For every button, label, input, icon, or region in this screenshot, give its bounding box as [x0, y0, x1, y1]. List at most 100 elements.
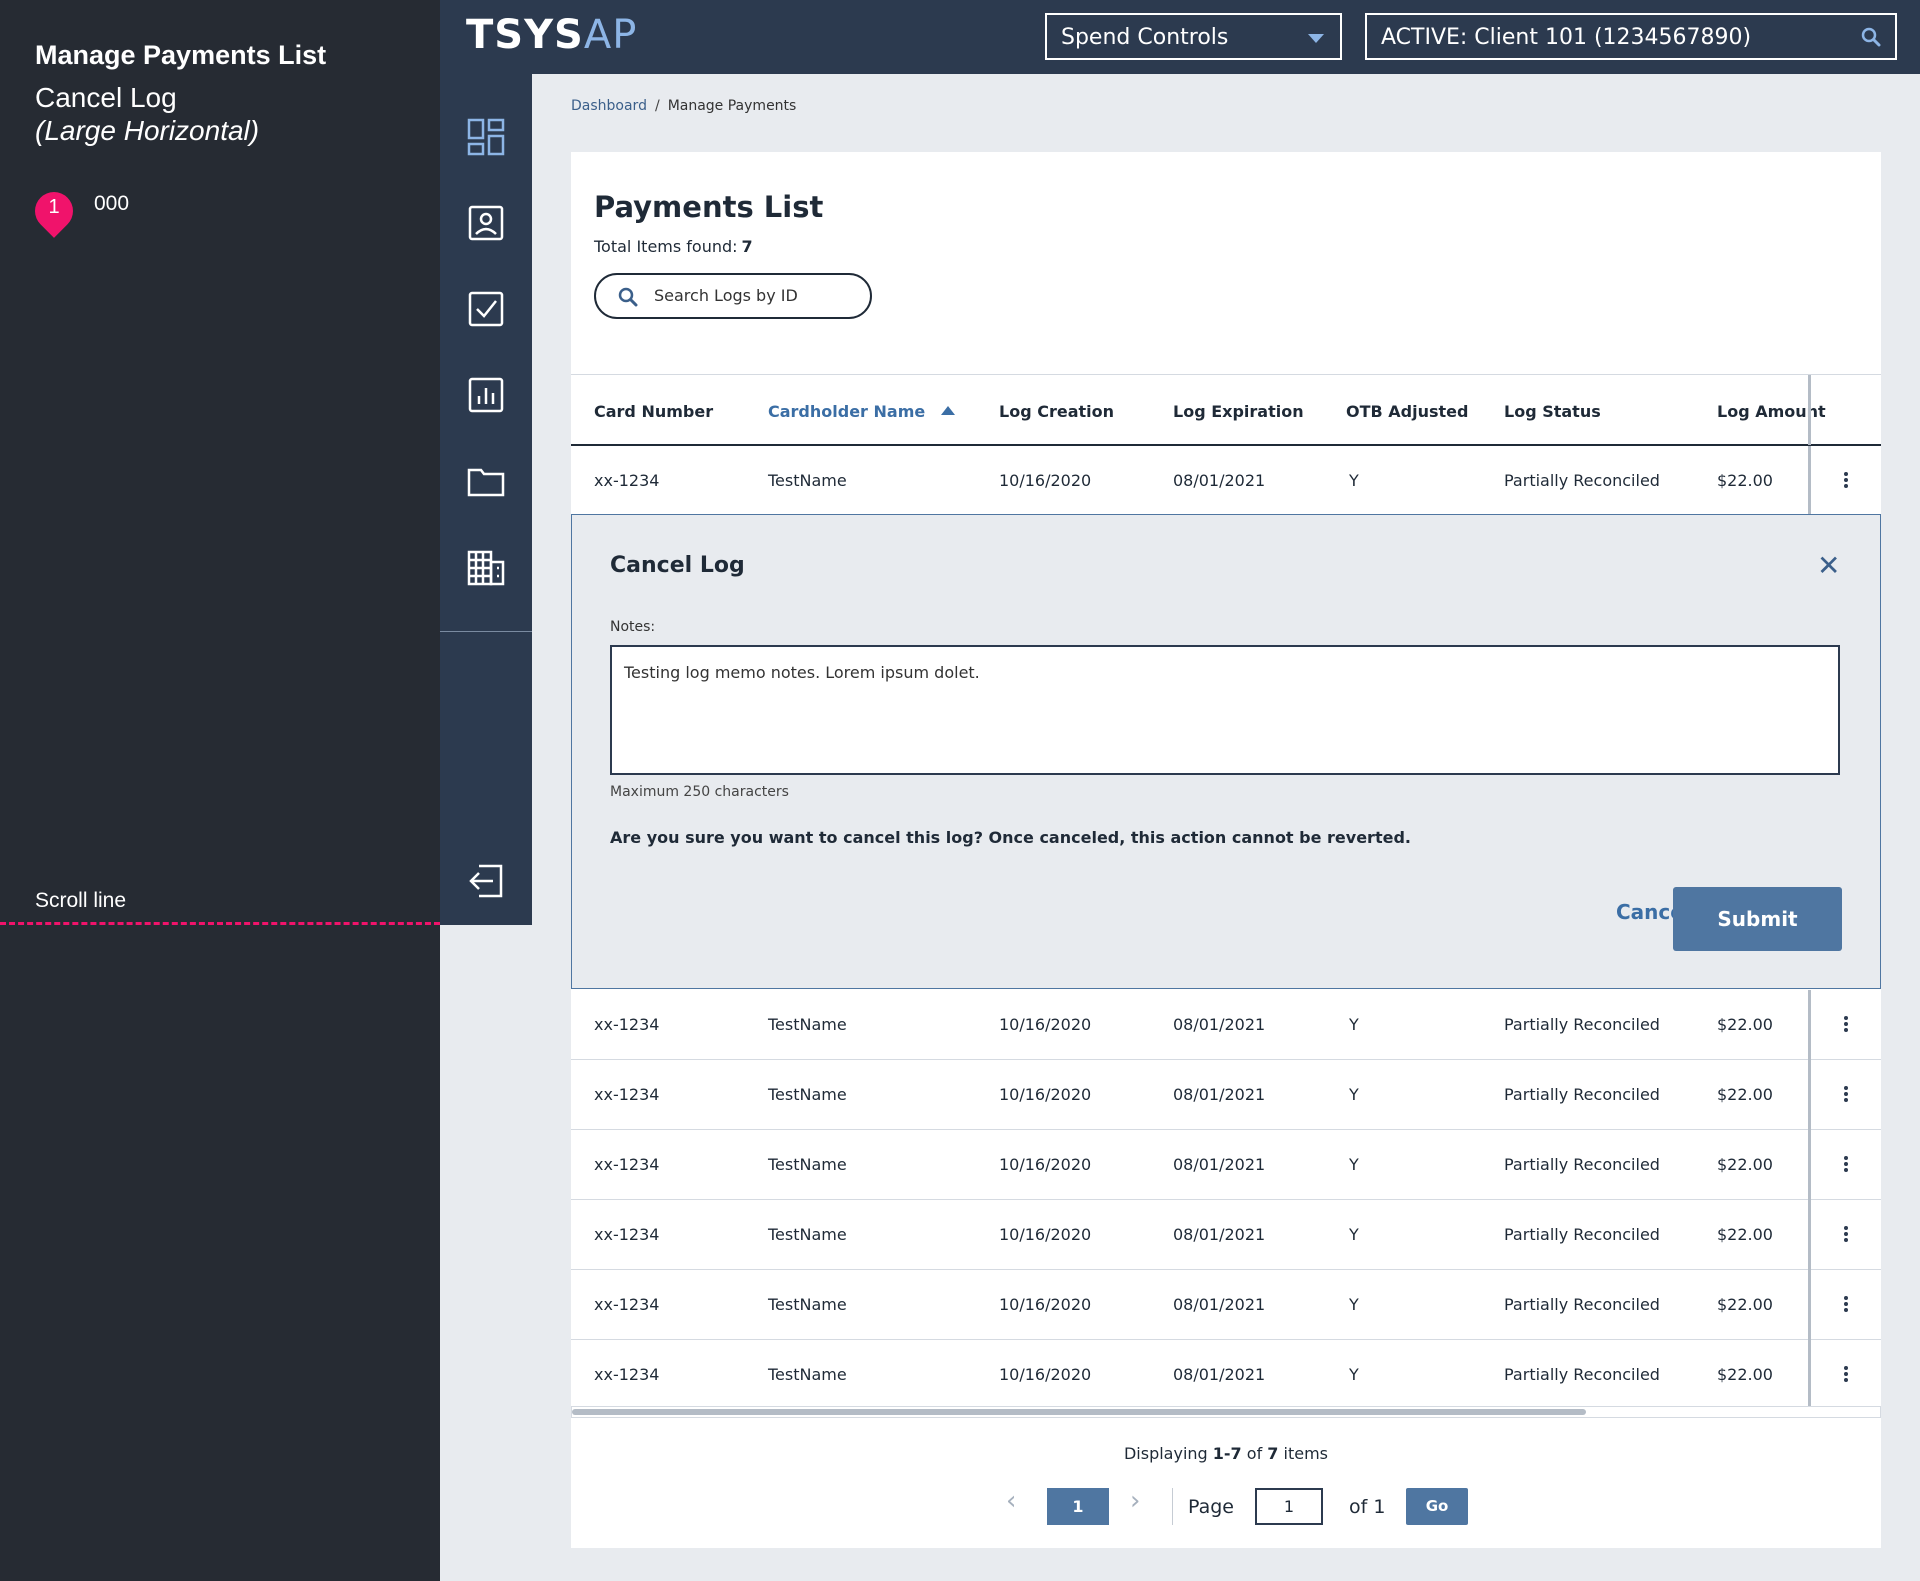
scrollbar-thumb[interactable]	[572, 1409, 1586, 1415]
table-cell: $22.00	[1717, 1365, 1773, 1384]
module-select-value: Spend Controls	[1061, 25, 1229, 50]
more-vertical-icon[interactable]	[1841, 1364, 1851, 1386]
logo-accent: AP	[583, 12, 638, 58]
chevron-right-icon[interactable]: ›	[1130, 1486, 1141, 1516]
breadcrumb: Dashboard / Manage Payments	[571, 98, 796, 114]
table-cell: xx-1234	[594, 1015, 660, 1034]
table-cell: TestName	[768, 1015, 847, 1034]
table-cell: $22.00	[1717, 471, 1773, 490]
logo-main: TSYS	[466, 12, 584, 58]
sticky-column-divider	[1808, 1270, 1811, 1340]
breadcrumb-separator: /	[654, 98, 660, 114]
table-cell: xx-1234	[594, 1225, 660, 1244]
total-items: Total Items found: 7	[594, 237, 753, 256]
client-search[interactable]: ACTIVE: Client 101 (1234567890)	[1365, 13, 1897, 60]
table-cell: Partially Reconciled	[1504, 1085, 1660, 1104]
table-row[interactable]: xx-1234 TestName 10/16/2020 08/01/2021 Y Part…	[571, 446, 1881, 516]
table-cell: 10/16/2020	[999, 1295, 1092, 1314]
module-select[interactable]: Spend Controls	[1045, 13, 1342, 60]
search-logs-input[interactable]: Search Logs by ID	[594, 273, 872, 319]
table-cell: 10/16/2020	[999, 1225, 1092, 1244]
chevron-left-icon[interactable]: ‹	[1006, 1486, 1017, 1516]
table-cell: TestName	[768, 471, 847, 490]
table-cell: TestName	[768, 1085, 847, 1104]
pagination-divider	[1172, 1488, 1173, 1525]
sticky-column-divider	[1808, 375, 1811, 445]
table-row[interactable]: xx-1234 TestName 10/16/2020 08/01/2021 Y Part…	[571, 1060, 1881, 1130]
column-header-log-amount[interactable]: Log Amount	[1717, 402, 1826, 421]
breadcrumb-dashboard-link[interactable]: Dashboard	[571, 98, 647, 114]
table-row[interactable]: xx-1234 TestName 10/16/2020 08/01/2021 Y Part…	[571, 1270, 1881, 1340]
table-cell: Partially Reconciled	[1504, 1365, 1660, 1384]
horizontal-scrollbar[interactable]	[571, 1406, 1881, 1418]
column-header-log-creation[interactable]: Log Creation	[999, 402, 1115, 421]
more-vertical-icon[interactable]	[1841, 1014, 1851, 1036]
column-header-cardholder-name[interactable]: Cardholder Name	[768, 402, 956, 421]
client-search-value: ACTIVE: Client 101 (1234567890)	[1381, 25, 1752, 50]
scroll-line-label: Scroll line	[35, 889, 127, 912]
table-cell: 08/01/2021	[1173, 1155, 1266, 1174]
logout-icon[interactable]	[465, 860, 507, 902]
column-header-card-number[interactable]: Card Number	[594, 402, 714, 421]
more-vertical-icon[interactable]	[1841, 1294, 1851, 1316]
annotation-panel: Manage Payments List Cancel Log (Large H…	[0, 0, 440, 1581]
page-number-button[interactable]: 1	[1047, 1488, 1109, 1525]
pagination-info: Displaying 1-7 of 7 items	[571, 1444, 1881, 1463]
table-row[interactable]: xx-1234 TestName 10/16/2020 08/01/2021 Y Part…	[571, 1200, 1881, 1270]
report-chart-icon[interactable]	[465, 374, 507, 416]
search-icon	[618, 287, 638, 311]
app-logo[interactable]: TSYSAP	[466, 12, 637, 58]
table-row[interactable]: xx-1234 TestName 10/16/2020 08/01/2021 Y Part…	[571, 1340, 1881, 1410]
pagination-of: of	[1246, 1444, 1263, 1463]
table-cell: 08/01/2021	[1173, 1225, 1266, 1244]
contact-card-icon[interactable]	[465, 202, 507, 244]
column-header-label: Cardholder Name	[768, 402, 926, 421]
table-cell: $22.00	[1717, 1225, 1773, 1244]
more-vertical-icon[interactable]	[1841, 1154, 1851, 1176]
annotation-subtitle: Cancel Log	[35, 82, 177, 113]
total-items-value: 7	[741, 237, 753, 256]
table-cell: 08/01/2021	[1173, 1085, 1266, 1104]
more-vertical-icon[interactable]	[1841, 1084, 1851, 1106]
annotation-title: Manage Payments List	[35, 40, 327, 70]
go-button[interactable]: Go	[1406, 1488, 1468, 1525]
table-cell: Y	[1349, 1085, 1359, 1104]
close-icon[interactable]: ✕	[1817, 549, 1841, 582]
column-header-log-expiration[interactable]: Log Expiration	[1173, 402, 1304, 421]
dashboard-icon[interactable]	[465, 116, 507, 158]
notes-label: Notes:	[610, 619, 656, 635]
building-icon[interactable]	[465, 546, 507, 588]
table-cell: xx-1234	[594, 1295, 660, 1314]
table-row[interactable]: xx-1234 TestName 10/16/2020 08/01/2021 Y Part…	[571, 1130, 1881, 1200]
table-cell: Y	[1349, 471, 1359, 490]
page-input[interactable]: 1	[1255, 1488, 1323, 1525]
column-header-otb-adjusted[interactable]: OTB Adjusted	[1346, 402, 1469, 421]
table-row[interactable]: xx-1234 TestName 10/16/2020 08/01/2021 Y Part…	[571, 990, 1881, 1060]
column-header-log-status[interactable]: Log Status	[1504, 402, 1601, 421]
notes-help-text: Maximum 250 characters	[610, 784, 789, 800]
table-cell: 08/01/2021	[1173, 1365, 1266, 1384]
table-cell: Partially Reconciled	[1504, 1225, 1660, 1244]
submit-button[interactable]: Submit	[1673, 887, 1842, 951]
table-cell: $22.00	[1717, 1155, 1773, 1174]
sticky-column-divider	[1808, 1200, 1811, 1270]
annotation-variant: (Large Horizontal)	[35, 115, 260, 146]
folder-icon[interactable]	[465, 460, 507, 502]
table-cell: 08/01/2021	[1173, 1015, 1266, 1034]
more-vertical-icon[interactable]	[1841, 1224, 1851, 1246]
table-header: Card Number Cardholder Name Log Creation…	[571, 374, 1881, 446]
more-vertical-icon[interactable]	[1841, 470, 1851, 492]
table-cell: xx-1234	[594, 1085, 660, 1104]
search-icon[interactable]	[1861, 27, 1881, 53]
table-cell: 08/01/2021	[1173, 471, 1266, 490]
notes-textarea[interactable]: Testing log memo notes. Lorem ipsum dole…	[610, 645, 1840, 775]
sort-ascending-icon	[941, 406, 956, 415]
table-cell: Partially Reconciled	[1504, 1295, 1660, 1314]
nav-divider	[440, 631, 532, 632]
table-cell: 08/01/2021	[1173, 1295, 1266, 1314]
cancel-confirmation-text: Are you sure you want to cancel this log…	[610, 828, 1411, 847]
checkbox-icon[interactable]	[465, 288, 507, 330]
pagination-prefix: Displaying	[1123, 1444, 1208, 1463]
sticky-column-divider	[1808, 1340, 1811, 1410]
table-cell: Y	[1349, 1295, 1359, 1314]
